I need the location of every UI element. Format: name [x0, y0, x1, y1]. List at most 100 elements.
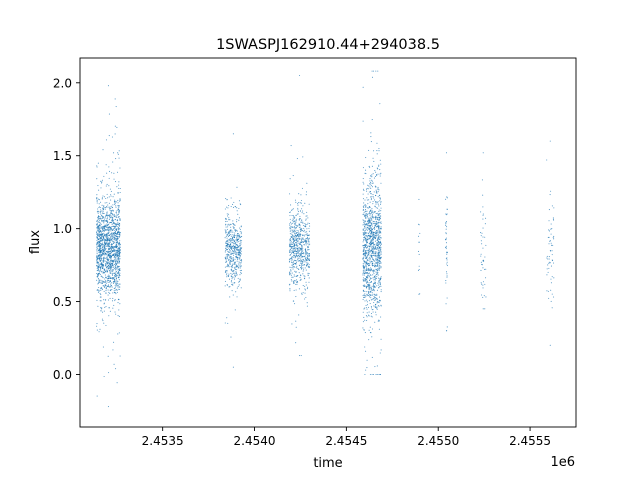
data-point	[418, 293, 420, 295]
data-point	[485, 268, 487, 270]
data-point	[112, 264, 114, 266]
data-point	[108, 265, 110, 267]
data-point	[378, 246, 380, 248]
data-point	[119, 167, 121, 169]
data-point	[118, 270, 120, 272]
data-point	[290, 270, 292, 272]
data-point	[231, 247, 233, 249]
data-point	[374, 240, 376, 242]
data-point	[225, 247, 227, 249]
data-point	[105, 215, 107, 217]
data-point	[99, 229, 101, 231]
data-point	[110, 194, 112, 196]
data-point	[101, 217, 103, 220]
data-point	[369, 258, 371, 260]
data-point	[364, 257, 366, 259]
data-point	[102, 149, 104, 151]
data-point	[96, 272, 98, 275]
data-point	[299, 260, 301, 262]
data-point	[376, 244, 378, 246]
data-point	[372, 238, 374, 240]
data-point	[117, 288, 119, 290]
data-point	[99, 300, 101, 302]
data-point	[303, 255, 305, 257]
data-point	[367, 193, 369, 195]
data-point	[107, 248, 109, 250]
data-point	[109, 261, 111, 263]
data-point	[115, 212, 117, 214]
data-point	[364, 169, 367, 171]
data-point	[226, 237, 228, 239]
data-point	[98, 265, 101, 267]
data-point	[306, 305, 308, 307]
data-point	[236, 264, 238, 267]
data-point	[307, 222, 309, 224]
data-point	[302, 256, 304, 258]
data-point	[98, 251, 100, 254]
data-point	[374, 237, 376, 239]
data-point	[365, 240, 367, 242]
data-point	[115, 223, 117, 225]
data-point	[289, 226, 291, 228]
data-point	[371, 76, 374, 78]
data-point	[237, 251, 239, 253]
data-point	[299, 234, 302, 236]
data-point	[380, 262, 382, 264]
data-point	[308, 222, 311, 225]
data-point	[374, 206, 376, 208]
data-point	[365, 214, 367, 216]
data-point	[482, 152, 484, 154]
data-point	[293, 216, 295, 218]
data-point	[380, 291, 382, 293]
data-point	[100, 275, 102, 277]
data-point	[113, 152, 115, 154]
data-point	[374, 170, 376, 172]
data-point	[367, 184, 369, 186]
data-point	[369, 241, 371, 243]
data-point	[104, 260, 106, 262]
data-point	[301, 187, 304, 189]
data-point	[232, 203, 234, 206]
data-point	[371, 211, 373, 213]
data-point	[371, 247, 373, 250]
data-point	[116, 253, 118, 255]
data-point	[299, 262, 301, 264]
data-point	[290, 258, 293, 260]
data-point	[236, 230, 238, 232]
data-point	[118, 236, 121, 238]
data-point	[289, 290, 291, 292]
data-point	[362, 177, 364, 180]
data-point	[99, 256, 101, 259]
data-point	[224, 322, 226, 324]
data-point	[365, 234, 368, 236]
data-point	[378, 205, 380, 207]
data-point	[289, 240, 291, 242]
data-point	[108, 275, 110, 277]
data-point	[369, 206, 371, 208]
data-point	[376, 285, 378, 287]
data-point	[103, 257, 105, 259]
data-point	[106, 223, 108, 225]
data-point	[548, 258, 550, 260]
data-point	[372, 234, 375, 236]
data-point	[107, 266, 109, 268]
data-point	[303, 230, 305, 232]
data-point	[233, 239, 235, 241]
data-point	[113, 281, 115, 283]
data-point	[300, 252, 302, 254]
data-point	[298, 254, 300, 256]
data-point	[380, 200, 382, 203]
data-point	[109, 292, 111, 295]
data-point	[299, 243, 302, 245]
data-point	[418, 253, 420, 255]
data-point	[370, 213, 372, 215]
data-point	[109, 234, 111, 236]
data-point	[108, 225, 110, 228]
data-point	[237, 241, 239, 243]
data-point	[375, 213, 377, 215]
data-point	[114, 219, 116, 221]
data-point	[114, 253, 116, 255]
data-point	[368, 191, 370, 193]
data-point	[108, 170, 111, 173]
data-point	[115, 205, 117, 207]
